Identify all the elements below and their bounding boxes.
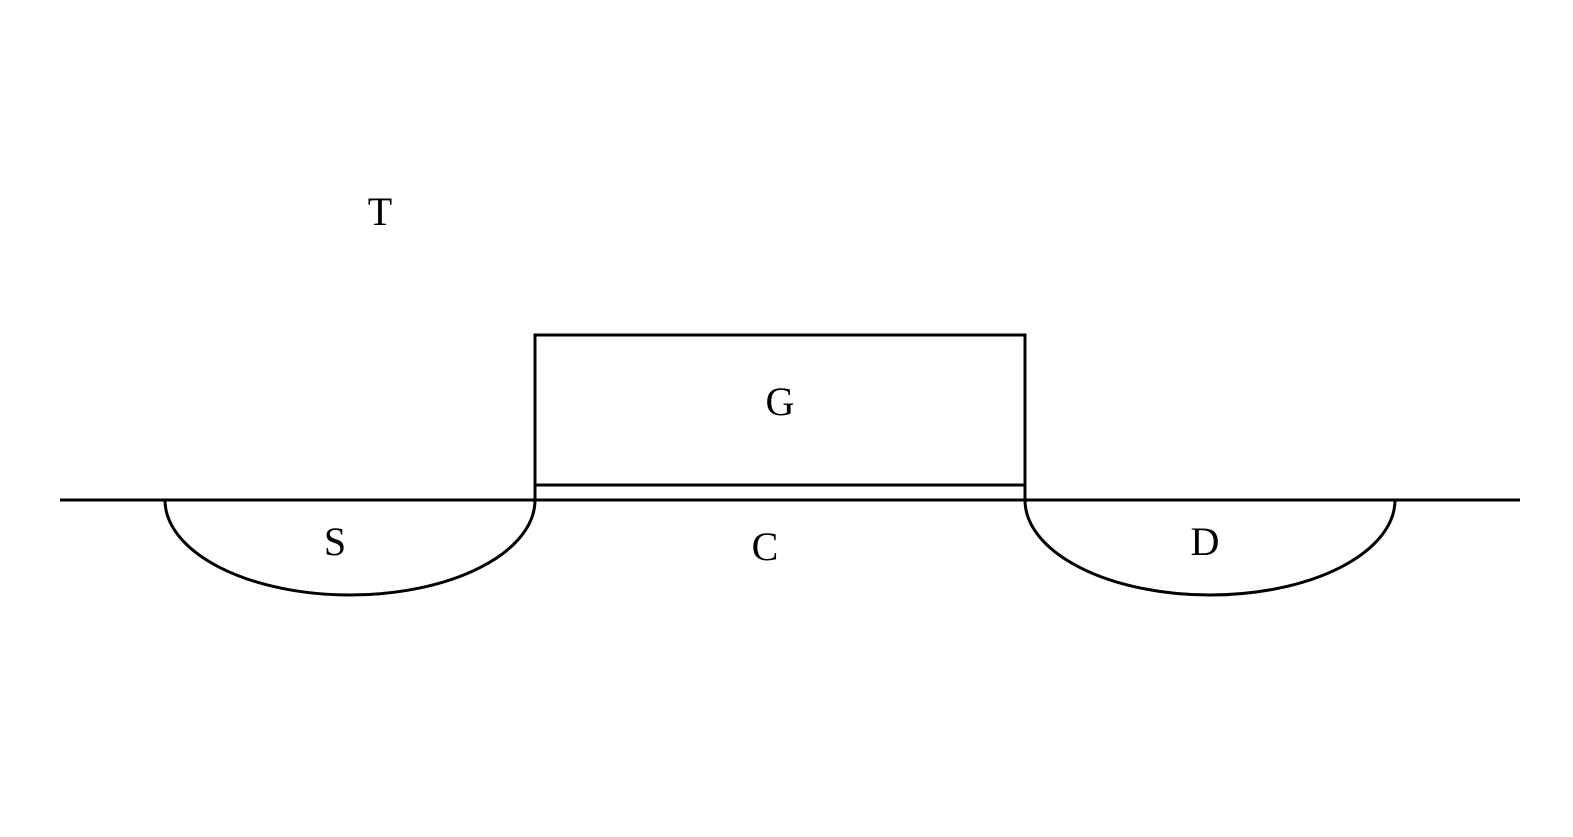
- label-source-S: S: [324, 519, 346, 564]
- label-drain-D: D: [1191, 519, 1220, 564]
- label-trench-T: T: [368, 189, 392, 234]
- source-diffusion-well: [165, 500, 535, 595]
- mosfet-cross-section-diagram: T G S C D: [0, 0, 1573, 837]
- label-channel-C: C: [752, 524, 779, 569]
- label-gate-G: G: [766, 379, 795, 424]
